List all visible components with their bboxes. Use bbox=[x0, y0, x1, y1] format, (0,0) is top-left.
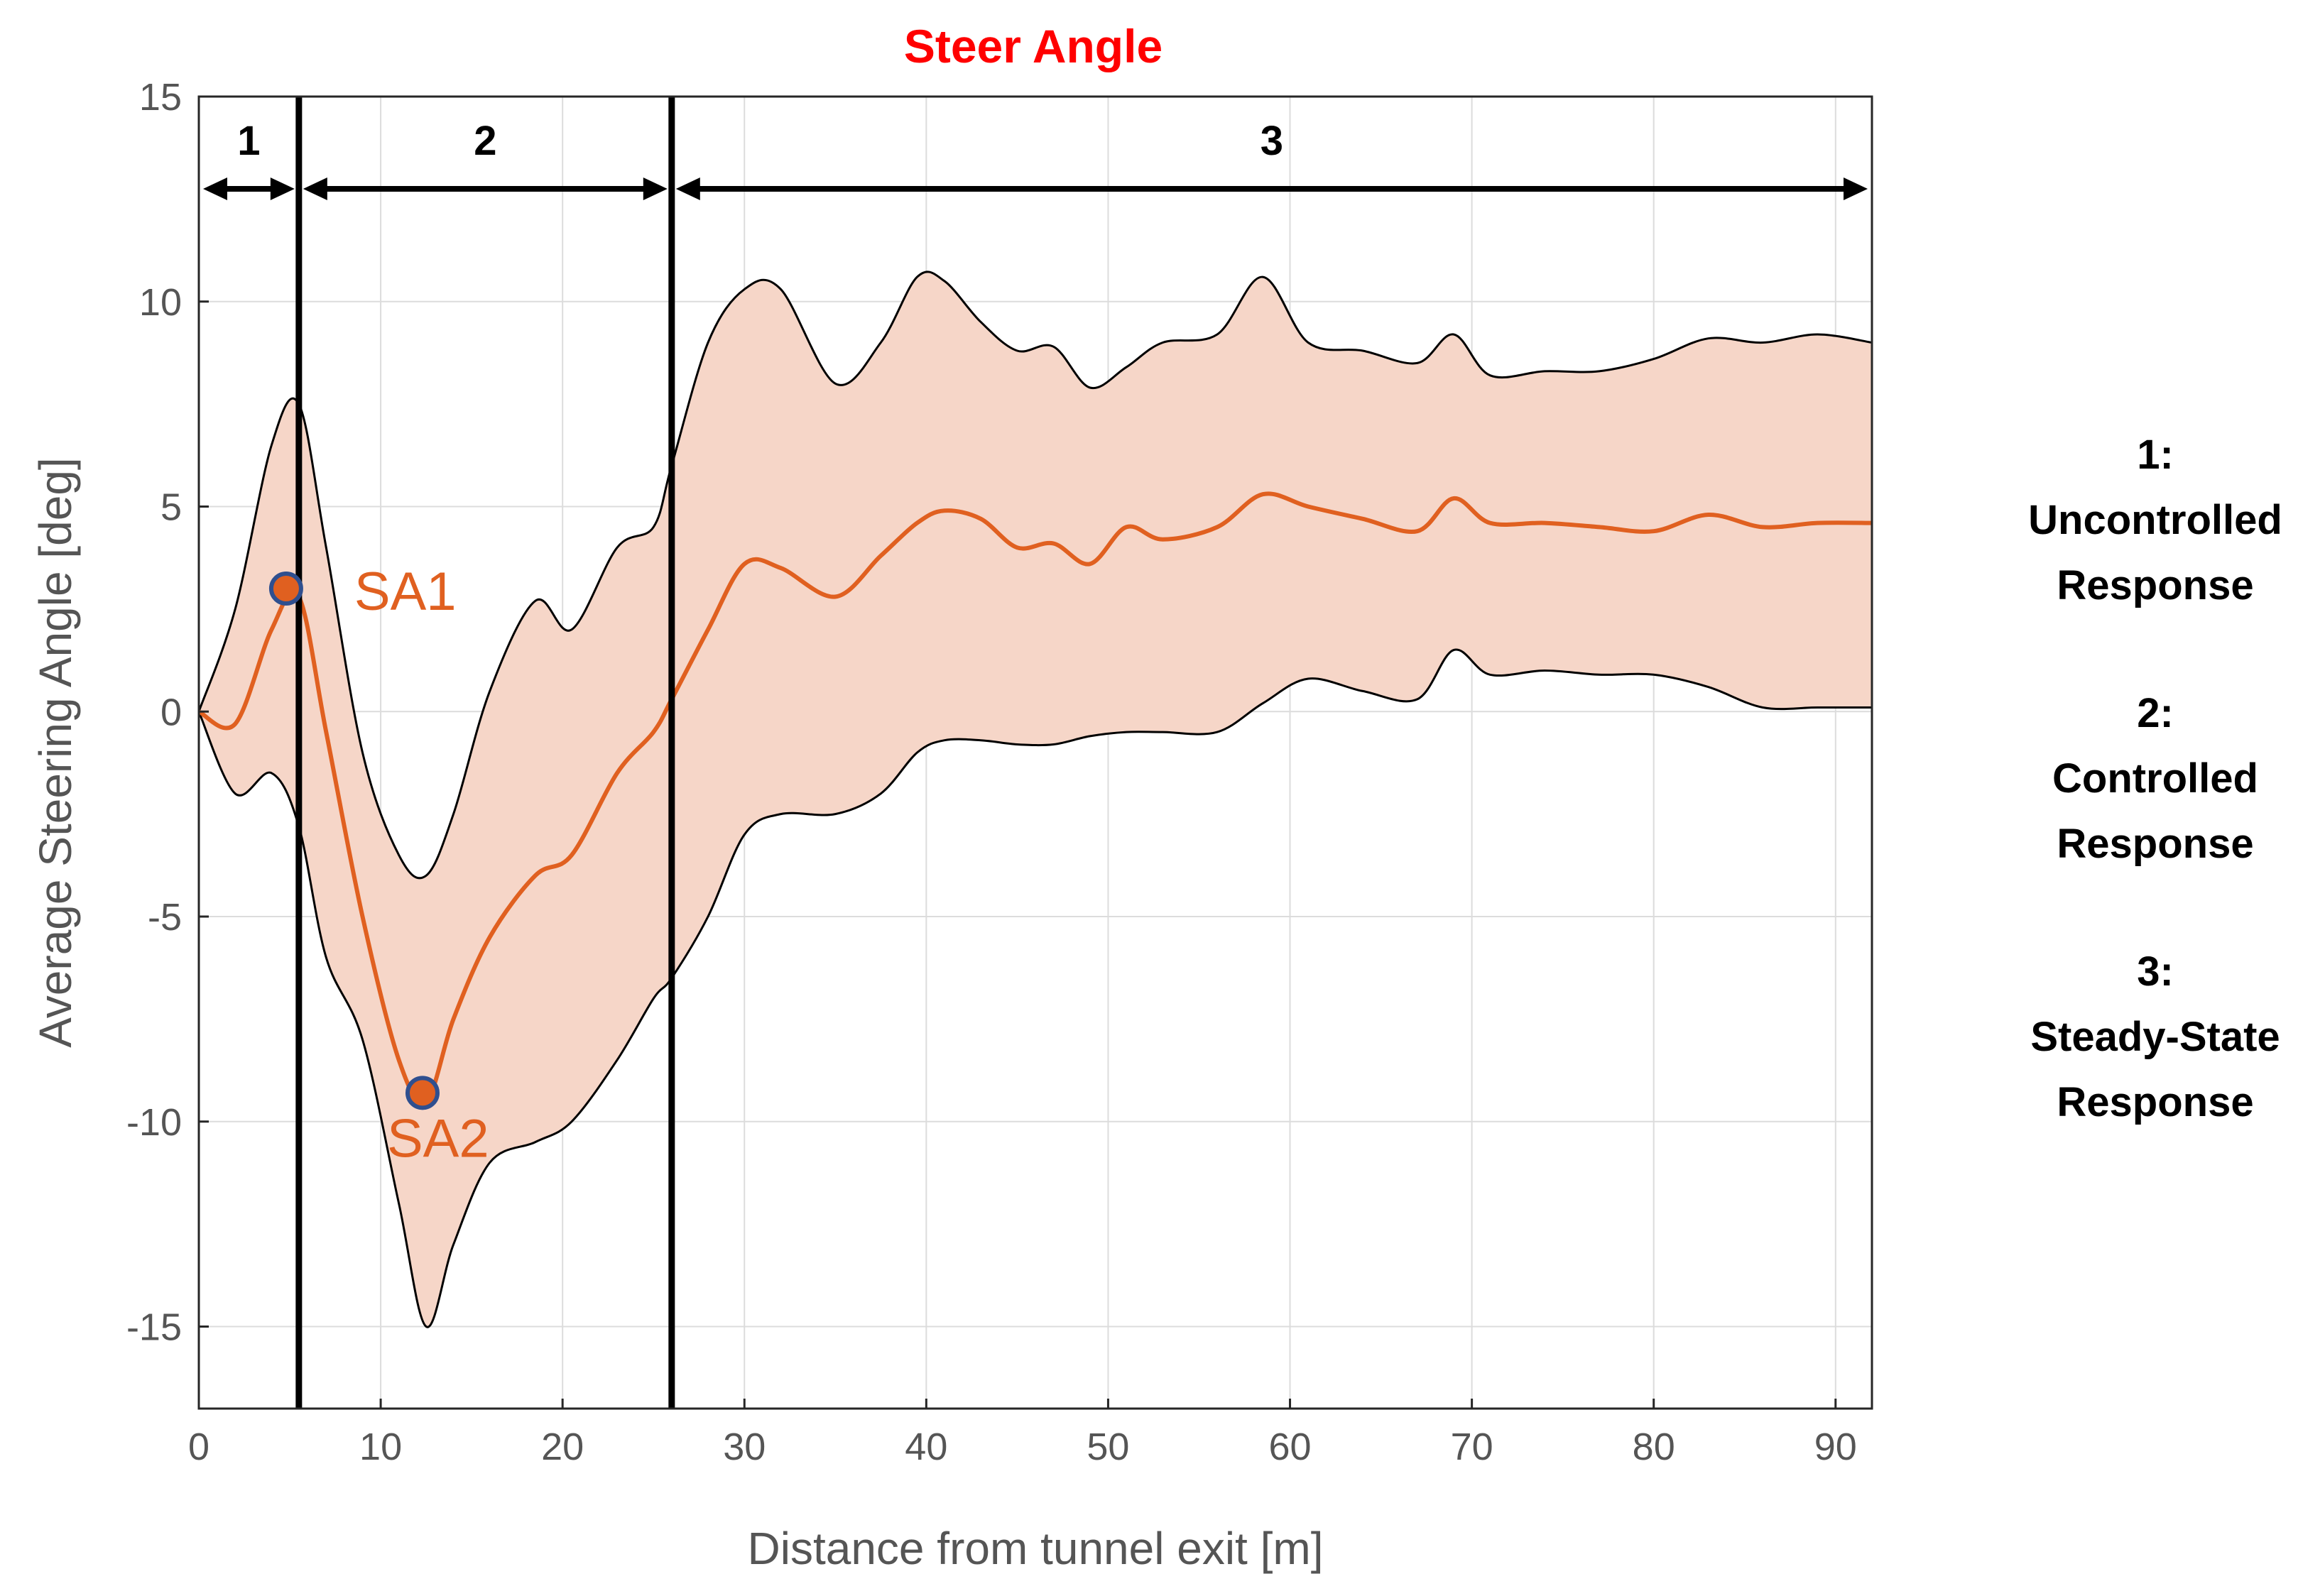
x-tick-label: 40 bbox=[905, 1426, 947, 1468]
plot-frame bbox=[197, 95, 1873, 1410]
y-tick-label: -10 bbox=[126, 1101, 182, 1144]
legend-item-1: 1: Uncontrolled Response bbox=[2028, 432, 2282, 608]
legend-item-3: 3: Steady-State Response bbox=[2030, 949, 2280, 1125]
point-label: SA1 bbox=[354, 562, 457, 622]
phase-number-label: 2 bbox=[474, 118, 496, 164]
phase-arrow-head-left bbox=[675, 177, 700, 200]
legend-item-2: 2: Controlled Response bbox=[2052, 690, 2258, 867]
x-tick-label: 70 bbox=[1451, 1426, 1493, 1468]
legend-text-line: Uncontrolled bbox=[2028, 497, 2282, 543]
legend-text-line: Controlled bbox=[2052, 755, 2258, 802]
x-tick-label: 20 bbox=[541, 1426, 584, 1468]
y-tick-label: 5 bbox=[160, 486, 182, 529]
point-marker bbox=[268, 572, 303, 606]
phase-arrow-head-left bbox=[303, 177, 327, 200]
phase-arrow-head-right bbox=[643, 177, 668, 200]
y-tick-label: 15 bbox=[139, 76, 182, 119]
phase-1-annotation: 1 bbox=[203, 118, 295, 200]
legend-text-line: Response bbox=[2057, 821, 2253, 867]
x-tick-label: 90 bbox=[1814, 1426, 1857, 1468]
point-sa2: SA2 bbox=[387, 1076, 489, 1169]
y-axis-label: Average Steering Angle [deg] bbox=[30, 457, 81, 1047]
phase-dividers bbox=[295, 97, 675, 1409]
y-tick-label: -15 bbox=[126, 1306, 182, 1349]
phase-3-annotation: 3 bbox=[675, 118, 1868, 200]
phase-legend: 1: Uncontrolled Response 2: Controlled Respon… bbox=[2028, 432, 2282, 1125]
point-sa1: SA1 bbox=[268, 562, 457, 622]
y-tick-label: 10 bbox=[139, 281, 182, 324]
mean-line bbox=[197, 491, 1873, 1105]
x-tick-label: 10 bbox=[359, 1426, 402, 1468]
phase-annotations: 1 2 3 bbox=[203, 118, 1868, 200]
legend-text-line: Response bbox=[2057, 562, 2253, 608]
band-fill bbox=[199, 271, 1872, 1328]
marked-points: SA1 SA2 bbox=[268, 562, 489, 1169]
phase-number-label: 3 bbox=[1261, 118, 1283, 164]
chart-title: Steer Angle bbox=[904, 20, 1163, 72]
range-band bbox=[197, 270, 1873, 1328]
mean-line-group bbox=[197, 491, 1873, 1105]
legend-text-line: Steady-State bbox=[2030, 1014, 2280, 1060]
legend-text-line: Response bbox=[2057, 1079, 2253, 1125]
x-tick-label: 80 bbox=[1633, 1426, 1675, 1468]
phase-arrow-head-left bbox=[203, 177, 227, 200]
point-marker bbox=[405, 1076, 440, 1110]
legend-text-line: 2: bbox=[2137, 690, 2174, 736]
x-tick-label: 0 bbox=[188, 1426, 209, 1468]
phase-number-label: 1 bbox=[237, 118, 260, 164]
x-tick-label: 30 bbox=[723, 1426, 766, 1468]
x-tick-label: 50 bbox=[1087, 1426, 1129, 1468]
upper-bound-line bbox=[197, 270, 1873, 880]
x-axis-label: Distance from tunnel exit [m] bbox=[748, 1523, 1324, 1574]
lower-bound-line bbox=[197, 648, 1872, 1328]
y-tick-label: -5 bbox=[148, 896, 182, 939]
phase-arrow-head-right bbox=[1844, 177, 1868, 200]
phase-arrow-head-right bbox=[270, 177, 295, 200]
y-tick-label: 0 bbox=[160, 691, 182, 733]
legend-text-line: 3: bbox=[2137, 949, 2174, 995]
x-tick-label: 60 bbox=[1268, 1426, 1311, 1468]
point-label: SA2 bbox=[387, 1108, 489, 1169]
phase-2-annotation: 2 bbox=[303, 118, 668, 200]
legend-text-line: 1: bbox=[2137, 432, 2174, 478]
